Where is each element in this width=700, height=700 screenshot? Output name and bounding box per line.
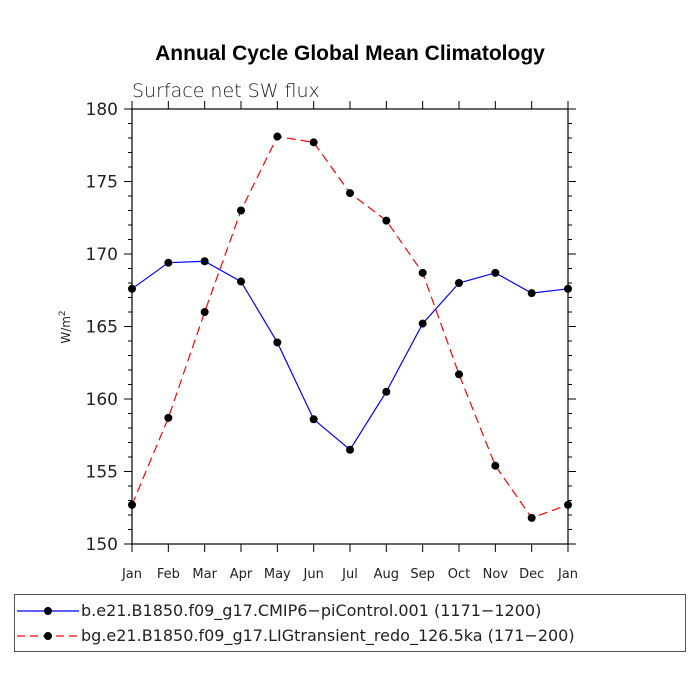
data-point: [200, 308, 209, 316]
y-tick-label: 150: [86, 535, 118, 555]
data-point: [491, 268, 500, 277]
x-tick-label: May: [264, 567, 291, 582]
x-tick-label: Jan: [557, 567, 578, 582]
data-point: [273, 132, 282, 141]
data-point: [309, 138, 318, 147]
x-tick-label: Jul: [341, 567, 358, 582]
data-point: [382, 216, 391, 225]
data-point: [418, 268, 427, 277]
legend-label-lig-transient: bg.e21.B1850.f09_g17.LIGtransient_redo_1…: [81, 626, 575, 645]
data-point: [237, 206, 245, 215]
data-point: [564, 284, 572, 293]
data-point: [128, 500, 136, 509]
plot-border: [131, 108, 569, 545]
data-point: [164, 258, 173, 267]
data-point: [527, 289, 536, 298]
chart-title: Annual Cycle Global Mean Climatology: [155, 42, 545, 65]
x-tick-label: Jan: [121, 567, 142, 582]
x-tick-label: Aug: [374, 567, 399, 582]
y-tick-label: 180: [86, 100, 118, 120]
legend-label-picontrol: b.e21.B1850.f09_g17.CMIP6−piControl.001 …: [81, 601, 542, 620]
series-line-1: [131, 260, 569, 451]
x-tick-label: Mar: [192, 567, 217, 582]
data-point: [164, 413, 173, 422]
data-point: [491, 461, 500, 470]
data-point: [200, 257, 209, 266]
data-point: [346, 445, 354, 454]
x-tick-label: Nov: [483, 567, 509, 582]
data-point: [527, 513, 536, 522]
data-point: [237, 277, 245, 286]
legend-item-lig-transient: bg.e21.B1850.f09_g17.LIGtransient_redo_1…: [15, 623, 685, 649]
data-point: [128, 284, 136, 293]
y-tick-label: 155: [86, 463, 118, 483]
x-tick-label: Dec: [519, 567, 544, 582]
x-tick-label: Jun: [303, 567, 324, 582]
legend: b.e21.B1850.f09_g17.CMIP6−piControl.001 …: [14, 594, 686, 652]
x-tick-label: Oct: [448, 567, 470, 582]
line-chart: Surface net SW flux W/m2 150 155 160 165 170…: [58, 80, 578, 582]
data-point: [564, 500, 572, 509]
y-tick-label: 170: [86, 245, 118, 265]
x-tick-label: Sep: [410, 567, 435, 582]
x-tick-label: Feb: [157, 567, 180, 582]
data-point: [418, 319, 427, 328]
y-axis: 150 155 160 165 170 175 180: [86, 100, 576, 555]
y-tick-label: 175: [86, 173, 118, 193]
plot-frame: [131, 108, 569, 545]
chart-subtitle: Surface net SW flux: [132, 80, 320, 102]
y-tick-label: 165: [86, 318, 118, 338]
y-axis-label: W/m2: [58, 310, 73, 343]
data-point: [346, 189, 354, 198]
x-tick-label: Apr: [230, 567, 253, 582]
legend-swatch-blue: [17, 607, 79, 615]
data-point: [455, 370, 463, 379]
legend-swatch-red: [17, 632, 79, 640]
data-point: [455, 279, 463, 287]
legend-item-picontrol: b.e21.B1850.f09_g17.CMIP6−piControl.001 …: [15, 598, 685, 624]
y-tick-label: 160: [86, 390, 118, 410]
data-point: [309, 415, 318, 424]
data-point: [382, 387, 391, 396]
x-axis: Jan Feb Mar Apr May Jun Jul Aug Sep Oct Nov Dec Jan: [121, 101, 578, 582]
series-group: [128, 132, 572, 522]
data-point: [273, 338, 282, 347]
